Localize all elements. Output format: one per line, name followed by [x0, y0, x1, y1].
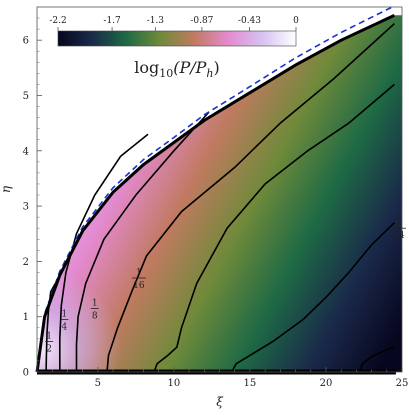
dashed-boundary-curve [36, 5, 395, 373]
contour-label-numerator: 1 [136, 268, 142, 278]
contour-label-numerator: 1 [62, 309, 68, 319]
colorbar-label-body-sub: h [206, 67, 213, 80]
contour-label-0: 12 [45, 332, 54, 355]
contour-label-numerator: 1 [46, 332, 52, 342]
x-axis-title: ξ [216, 395, 224, 409]
y-tick-label: 6 [23, 36, 29, 47]
colorbar-tick-label: 0 [293, 16, 299, 26]
contour-label-denominator: 16 [133, 281, 145, 291]
y-tick-label: 5 [23, 91, 29, 102]
x-axis: 5 10 15 20 25 [51, 367, 409, 389]
colorbar-gradient [57, 30, 297, 47]
colorbar-label-prefix: log [134, 58, 159, 77]
contour-line-4 [153, 83, 395, 372]
colorbar-label-close: ) [214, 58, 220, 77]
contour-line-6 [358, 346, 395, 372]
contour-line-2 [75, 111, 210, 372]
y-tick-label: 2 [23, 257, 29, 268]
colorbar-label: log10(P/Ph) [134, 58, 220, 80]
contour-label-6: 164 [391, 218, 406, 241]
contour-label-denominator: 64 [393, 231, 405, 241]
colorbar-tick-label: -1.3 [147, 16, 165, 26]
colorbar-tick-label: -0.43 [238, 16, 261, 26]
thick-boundary-curve [35, 13, 396, 373]
contour-line-3 [106, 23, 395, 372]
y-tick-label: 3 [23, 202, 29, 213]
x-tick-label: 10 [168, 378, 181, 389]
x-tick-label: 20 [320, 378, 333, 389]
colorbar-tick-label: -2.2 [49, 16, 66, 26]
colorbar-tick-label: -1.7 [103, 16, 121, 26]
contour-label-2: 18 [90, 298, 99, 321]
contour-lines [45, 23, 395, 372]
x-tick-label: 5 [95, 378, 101, 389]
x-tick-label: 25 [396, 378, 409, 389]
contour-label-numerator: 1 [92, 298, 98, 308]
colorbar-label-sub: 10 [159, 67, 173, 80]
x-tick-label: 15 [244, 378, 257, 389]
y-axis-title: η [0, 185, 13, 193]
contour-label-denominator: 8 [92, 311, 98, 321]
contour-line-5 [230, 222, 395, 372]
contour-label-3: 116 [131, 268, 146, 291]
contour-line-0 [45, 283, 56, 372]
colorbar-ticks: -2.2 -1.7 -1.3 -0.87 -0.43 0 [49, 16, 299, 31]
colorbar-label-body: (P/P [173, 58, 206, 77]
y-tick-label: 0 [23, 368, 29, 379]
contour-label-denominator: 2 [46, 345, 52, 355]
y-axis: 0 1 2 3 4 5 6 [23, 17, 42, 379]
contour-label-1: 14 [60, 309, 69, 332]
contour-label-denominator: 4 [62, 322, 68, 332]
contour-label-numerator: 1 [396, 218, 402, 228]
colorbar: -2.2 -1.7 -1.3 -0.87 -0.43 0 log10(P/Ph) [49, 16, 299, 80]
y-tick-label: 1 [23, 312, 29, 323]
colorbar-tick-label: -0.87 [190, 16, 213, 26]
y-tick-label: 4 [23, 146, 29, 157]
